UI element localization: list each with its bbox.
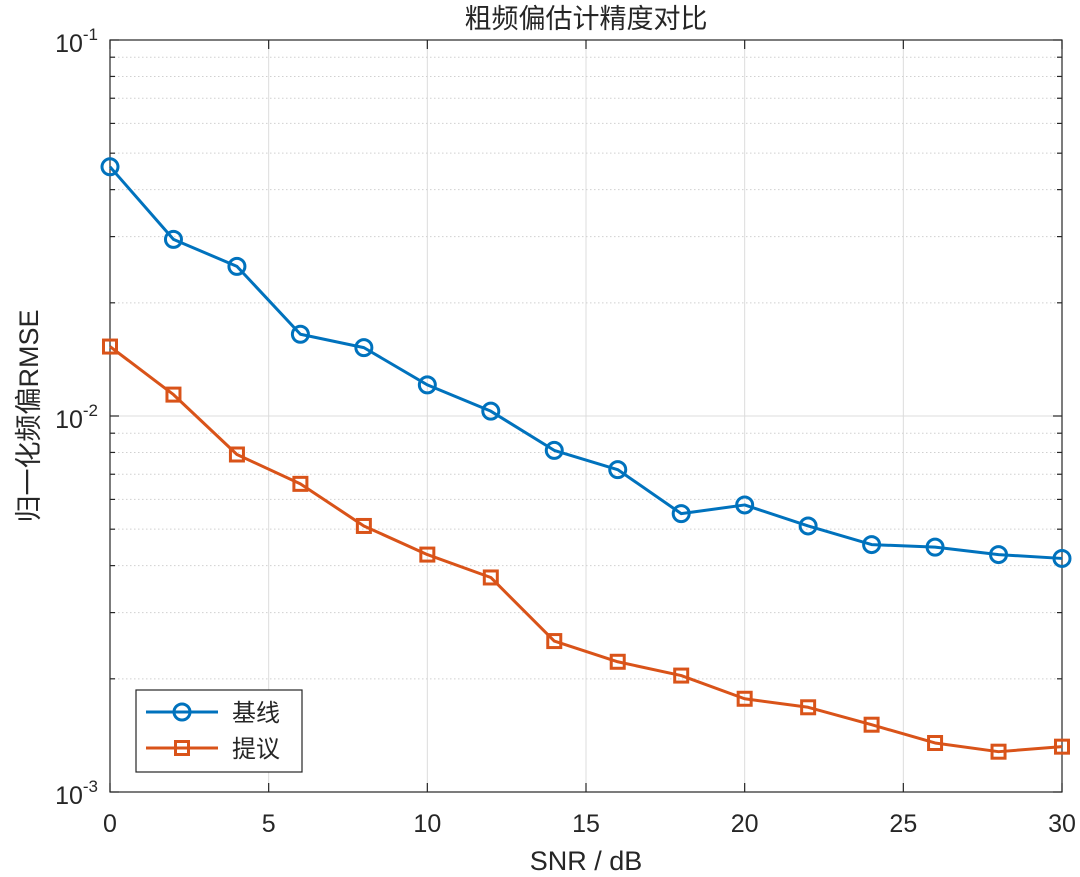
legend-marker — [172, 702, 192, 722]
y-tick-base: 10 — [55, 30, 83, 58]
data-point-square — [927, 734, 944, 751]
legend-label: 提议 — [232, 735, 280, 763]
data-point-circle — [862, 535, 882, 555]
data-point-circle — [671, 504, 691, 524]
chart-title: 粗频偏估计精度对比 — [465, 4, 708, 35]
y-tick-base: 10 — [55, 406, 83, 434]
y-tick-label: 10-1 — [55, 25, 98, 58]
x-tick-label: 15 — [572, 810, 600, 838]
data-point-square — [609, 653, 626, 670]
data-point-circle — [481, 401, 501, 421]
data-point-circle — [417, 375, 437, 395]
grid — [110, 40, 1062, 792]
data-point-square — [546, 633, 563, 650]
data-point-circle — [735, 495, 755, 515]
series-2 — [102, 338, 1070, 760]
legend-item-2: 提议 — [146, 735, 280, 763]
x-tick-label: 5 — [262, 810, 276, 838]
y-tick-exponent: -1 — [83, 25, 98, 44]
data-point-circle — [227, 256, 247, 276]
legend-item-1: 基线 — [146, 699, 280, 727]
data-point-square — [102, 338, 118, 355]
data-point-square — [482, 569, 499, 586]
legend-label: 基线 — [232, 699, 280, 727]
data-point-square — [419, 546, 436, 563]
data-point-circle — [925, 537, 945, 557]
series-line — [109, 345, 1063, 754]
data-point-circle — [290, 324, 310, 344]
y-tick-base: 10 — [55, 782, 83, 810]
x-axis-label: SNR / dB — [530, 846, 643, 876]
legend-marker — [174, 740, 190, 756]
data-point-square — [355, 517, 372, 534]
data-point-square — [800, 699, 817, 716]
data-point-square — [990, 743, 1007, 760]
data-point-circle — [989, 545, 1009, 565]
y-axis-label: 归一化频偏RMSE — [14, 309, 44, 522]
y-tick-exponent: -2 — [83, 401, 98, 420]
x-tick-label: 10 — [413, 810, 441, 838]
data-point-square — [228, 446, 245, 463]
data-point-circle — [798, 516, 818, 536]
data-point-square — [292, 475, 309, 492]
data-point-square — [863, 716, 880, 733]
series-line — [108, 165, 1063, 560]
data-point-circle — [608, 460, 628, 480]
data-point-circle — [1052, 548, 1072, 568]
x-tick-label: 25 — [889, 810, 917, 838]
y-tick-label: 10-2 — [55, 401, 98, 434]
data-point-square — [673, 667, 690, 684]
data-point-circle — [544, 440, 564, 460]
data-point-circle — [163, 229, 183, 249]
x-tick-label: 30 — [1048, 810, 1076, 838]
data-point-circle — [354, 338, 374, 358]
data-point-circle — [100, 157, 120, 177]
data-point-square — [1054, 738, 1070, 755]
x-tick-label: 20 — [731, 810, 759, 838]
data-point-square — [736, 690, 753, 707]
data-point-square — [165, 386, 182, 403]
legend-box — [135, 689, 303, 773]
y-tick-exponent: -3 — [83, 777, 98, 796]
series-layer — [100, 157, 1072, 760]
x-tick-label: 0 — [103, 810, 117, 838]
series-1 — [100, 157, 1072, 568]
y-tick-label: 10-3 — [55, 777, 98, 810]
